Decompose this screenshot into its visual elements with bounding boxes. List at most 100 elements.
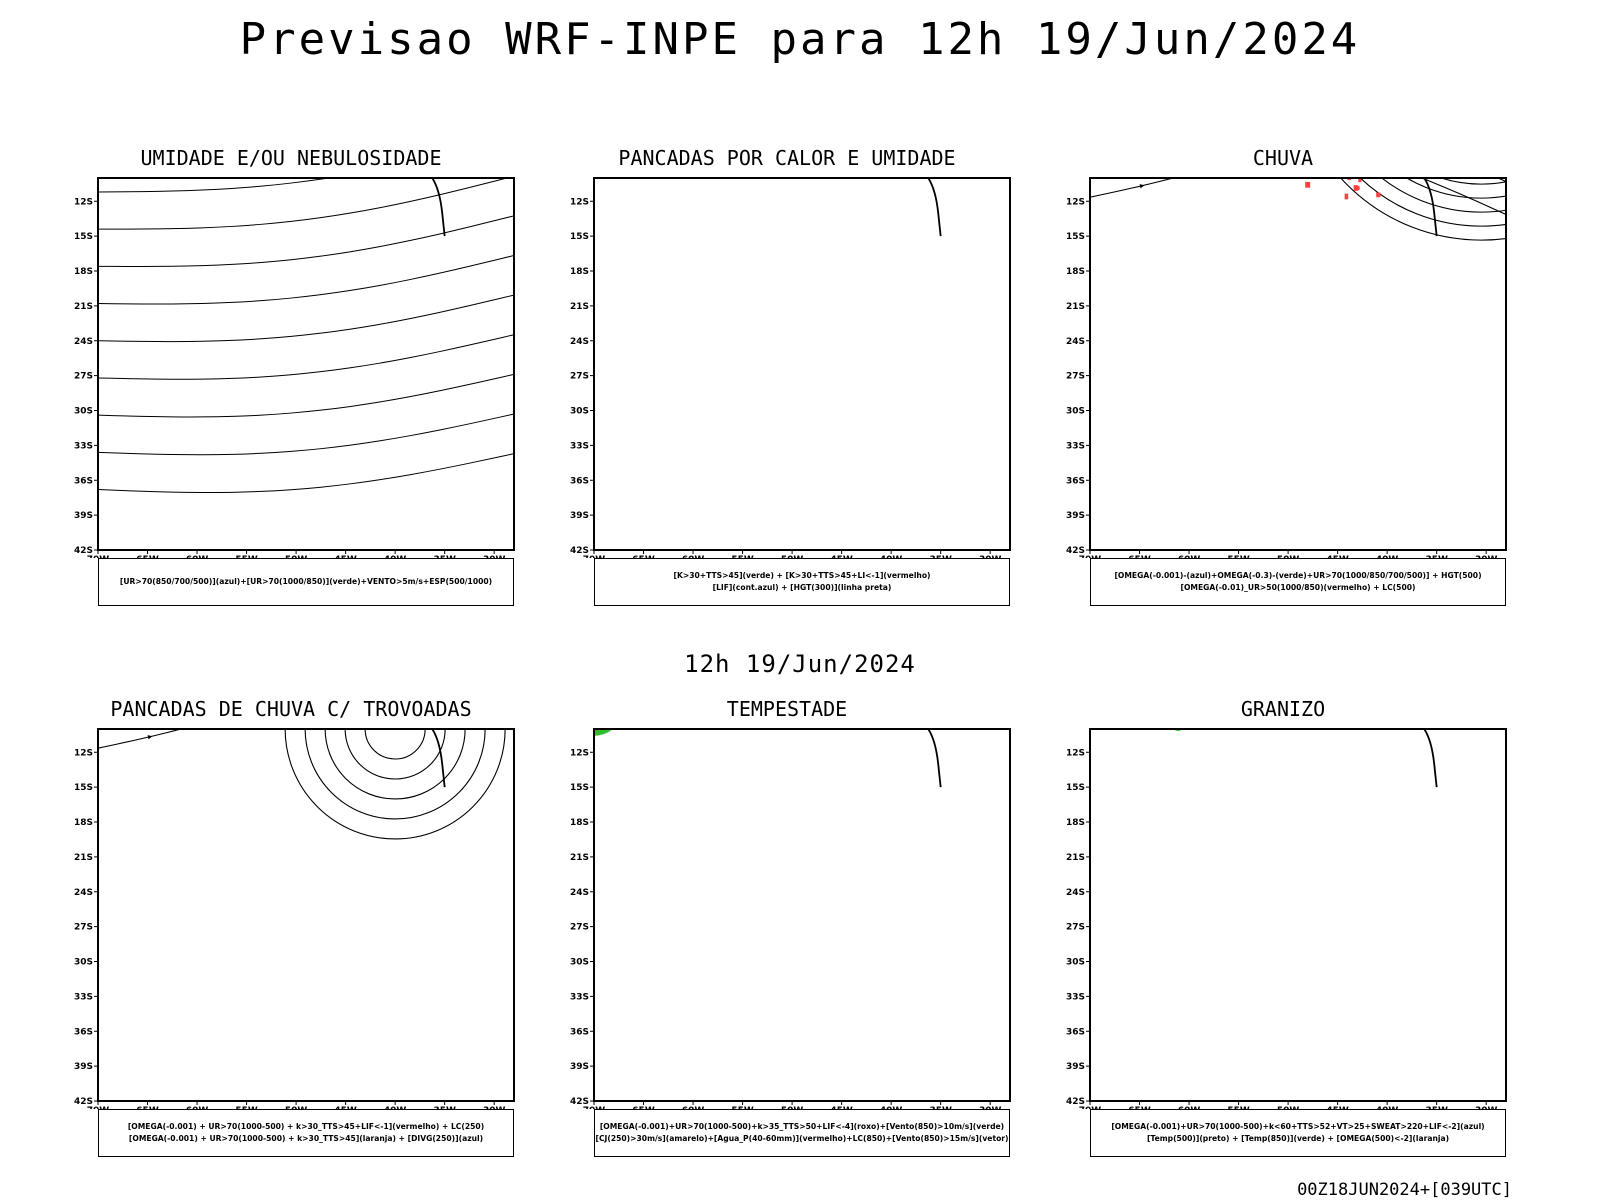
panel-tempestade: TEMPESTADE 12S 15S 18S 21S 24S 27S 30S 33S 36S 39… (552, 697, 1022, 1177)
cyclone-contour (1359, 178, 1506, 227)
wind-vector (604, 712, 612, 716)
legend-line: [LIF](cont.azul) + [HGT(300)](linha pret… (712, 583, 892, 592)
rain-patch-red (1296, 152, 1299, 155)
map-frame (97, 177, 515, 551)
contour-line (98, 178, 509, 230)
wind-vector (171, 161, 174, 169)
map-tempestade: 12S 15S 18S 21S 24S 27S 30S 33S 36S 39S 42S70W 65W 6… (570, 697, 1011, 1109)
lon-label: 55W (235, 1106, 258, 1109)
lat-label: 15S (1066, 783, 1085, 793)
rain-patch-red (1381, 146, 1387, 147)
rain-patch-red (1387, 169, 1391, 174)
streamline-arrow (147, 735, 153, 740)
country-border (792, 146, 837, 172)
map-content: -15-15-18-21-15-12-18-2115129612 (1090, 697, 1500, 788)
wind-vector (915, 712, 923, 713)
rain-patch-red (1314, 153, 1317, 157)
temp850-green (1173, 729, 1183, 731)
lat-label: 39S (570, 511, 589, 521)
legend-line: [OMEGA(-0.001) + UR>70(1000-500) + k>30_… (128, 1134, 484, 1143)
lon-label: 30W (483, 555, 506, 558)
rain-patch-red (1371, 146, 1376, 150)
lat-label: 30S (570, 407, 589, 417)
lon-label: 40W (880, 1106, 903, 1109)
humidity-patch-red (289, 151, 294, 155)
map-content (594, 697, 991, 788)
lon-label: 35W (1425, 555, 1448, 558)
lat-label: 18S (1066, 267, 1085, 277)
country-border (1288, 697, 1333, 723)
panel-title: TEMPESTADE (726, 697, 848, 721)
temp850-green (1090, 697, 1500, 704)
main-title: Previsao WRF-INPE para 12h 19/Jun/2024 (239, 14, 1361, 65)
lat-label: 15S (570, 232, 589, 242)
lon-label: 50W (1277, 555, 1300, 558)
lat-label: 30S (570, 958, 589, 968)
map-frame (593, 177, 1011, 551)
lat-label: 21S (74, 302, 93, 312)
humidity-patch-red (275, 156, 278, 161)
lat-label: 27S (74, 372, 93, 382)
wind-vector-head (846, 711, 850, 714)
lat-label: 24S (570, 888, 589, 898)
cyclone-contour (1405, 178, 1506, 199)
lon-label: 45W (334, 555, 357, 558)
lat-label: 21S (1066, 853, 1085, 863)
rain-patch-red (1390, 152, 1395, 158)
lat-label: 36S (570, 476, 589, 486)
lat-label: 18S (570, 267, 589, 277)
wind-vector-head (960, 711, 964, 714)
lon-label: 30W (483, 1106, 506, 1109)
lat-label: 39S (570, 1062, 589, 1072)
lat-label: 36S (1066, 1027, 1085, 1037)
wind-vector (672, 712, 680, 716)
panel-title: PANCADAS POR CALOR E UMIDADE (618, 146, 956, 170)
cyclone-contour (1439, 178, 1506, 185)
lon-label: 40W (384, 1106, 407, 1109)
lat-label: 21S (570, 302, 589, 312)
lon-label: 50W (781, 1106, 804, 1109)
legend-line: [OMEGA(-0.001)+UR>70(1000-500)+k>35_TTS>… (599, 1122, 1005, 1131)
lon-label: 55W (731, 555, 754, 558)
legend-line: [OMEGA(-0.001) + UR>70(1000-500) + k>30_… (127, 1122, 485, 1131)
lon-label: 45W (334, 1106, 357, 1109)
humidity-patch-red (284, 161, 287, 165)
lat-label: 18S (570, 818, 589, 828)
country-border (1090, 697, 1244, 725)
humidity-patch-red (270, 153, 276, 157)
humidity-patch-red (274, 148, 279, 151)
wind-vector-head (631, 713, 635, 716)
lon-label: 50W (285, 555, 308, 558)
lat-label: 36S (74, 1027, 93, 1037)
humidity-patch-red (268, 166, 272, 170)
contour-line (98, 413, 514, 456)
rain-patch-red (1356, 164, 1360, 166)
wind-vector (361, 161, 366, 166)
country-border (594, 697, 748, 725)
lat-label: 24S (74, 337, 93, 347)
contour-line (98, 215, 514, 268)
wind-vector-head (892, 711, 896, 714)
lat-label: 33S (74, 441, 93, 451)
lat-label: 18S (1066, 818, 1085, 828)
lon-label: 65W (1128, 1106, 1151, 1109)
rain-patch-red (1343, 158, 1345, 163)
wind-vector (983, 712, 991, 713)
legend-box: [UR>70(850/700/500)](azul)+[UR>70(1000/8… (98, 558, 514, 606)
rain-patch-red (1359, 154, 1363, 157)
lat-label: 39S (1066, 1062, 1085, 1072)
lon-label: 60W (682, 555, 705, 558)
humidity-patch-red (254, 148, 256, 154)
lat-label: 42S (74, 1097, 93, 1107)
lat-label: 27S (1066, 372, 1085, 382)
lat-label: 12S (570, 197, 589, 207)
streamline (304, 729, 486, 820)
rain-patch-red (1396, 155, 1401, 158)
streamline-arrow (1263, 147, 1268, 151)
lat-label: 42S (74, 546, 93, 556)
lon-label: 55W (235, 555, 258, 558)
cyclone-contour (1340, 178, 1506, 241)
streamline (284, 729, 506, 840)
lat-label: 24S (1066, 337, 1085, 347)
humidity-patch-red (296, 154, 300, 157)
